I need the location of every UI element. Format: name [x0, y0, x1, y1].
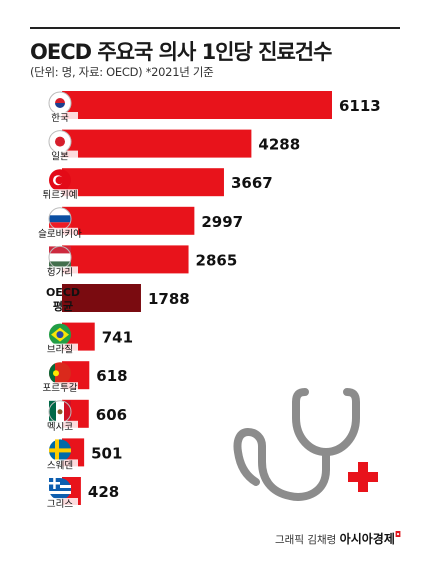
value-label-4: 2865	[196, 251, 238, 269]
category-label-7: 포르투갈	[43, 382, 78, 394]
flag-icon-10	[49, 478, 71, 500]
category-label-bg-6	[42, 343, 78, 355]
bar-1	[62, 129, 252, 158]
flag-icon-0	[48, 91, 72, 115]
bar-3	[62, 206, 195, 235]
credit-label: 그래픽 김채령	[275, 534, 337, 546]
stethoscope-icon	[292, 388, 360, 457]
brand-mark-icon: ◘	[394, 530, 402, 539]
category-label-bg-9	[42, 459, 78, 471]
category-label-bg-4	[42, 266, 78, 278]
stethoscope-tube	[233, 427, 330, 501]
category-label-5-a: OECD	[46, 286, 80, 299]
bar-2	[62, 168, 224, 197]
top-rule	[30, 27, 400, 29]
stethoscope-illustration	[233, 388, 378, 501]
flag-icon-1	[48, 130, 72, 154]
credit-line: 그래픽 김채령 아시아경제◘	[275, 530, 401, 547]
value-label-6: 741	[102, 329, 133, 347]
category-label-bg-10	[42, 498, 78, 509]
category-label-bg-3	[42, 227, 78, 239]
flag-icon-2	[49, 169, 71, 192]
category-label-1: 일본	[51, 152, 69, 163]
category-label-bg-8	[42, 420, 78, 432]
value-label-10: 428	[88, 483, 119, 501]
category-label-3: 슬로바키아	[38, 229, 82, 240]
value-label-8: 606	[96, 406, 127, 424]
category-label-bg-7	[42, 382, 78, 394]
bar-5	[62, 284, 141, 312]
flag-icon-6	[49, 323, 71, 346]
bar-4	[62, 245, 189, 274]
brand-logo: 아시아경제	[339, 532, 395, 546]
category-label-bg-1	[42, 150, 78, 162]
category-label-5-b: 평균	[53, 299, 73, 313]
value-label-9: 501	[91, 444, 122, 462]
value-label-2: 3667	[231, 174, 273, 192]
category-label-0: 한국	[51, 113, 69, 124]
category-label-bg-0	[42, 112, 78, 123]
category-label-2: 튀르키예	[43, 189, 78, 201]
value-label-7: 618	[96, 367, 127, 385]
category-label-9: 스웨덴	[47, 459, 73, 471]
category-label-8: 멕시코	[47, 422, 73, 433]
flag-icon-9	[49, 439, 71, 462]
chart-subtitle: (단위: 명, 자료: OECD) *2021년 기준	[30, 65, 214, 79]
red-cross-icon	[348, 462, 378, 492]
value-label-1: 4288	[258, 136, 300, 154]
flag-icon-4	[48, 245, 72, 269]
page-title: OECD 주요국 의사 1인당 진료건수	[30, 40, 332, 64]
flag-icon-3	[48, 207, 72, 231]
category-label-6: 브라질	[47, 344, 73, 356]
category-label-bg-2	[42, 189, 78, 201]
category-label-4: 헝가리	[47, 267, 73, 278]
value-label-5: 1788	[148, 290, 190, 308]
value-label-0: 6113	[339, 97, 381, 115]
value-label-3: 2997	[201, 213, 243, 231]
bar-0	[62, 91, 332, 119]
flag-icon-8	[48, 400, 72, 424]
category-label-10: 그리스	[47, 499, 73, 510]
flag-icon-7	[49, 362, 71, 385]
